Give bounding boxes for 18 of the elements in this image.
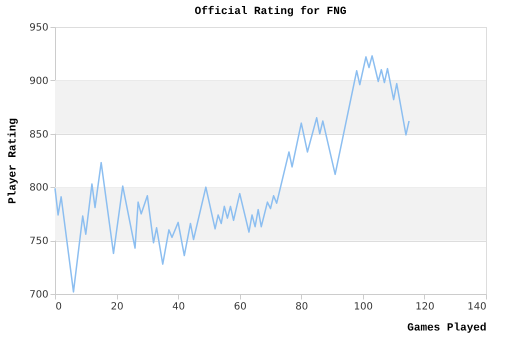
x-axis-title: Games Played xyxy=(407,322,486,334)
x-tick-label: 80 xyxy=(295,302,308,312)
y-tick-label: 800 xyxy=(29,182,48,194)
x-tick-label: 100 xyxy=(354,302,373,312)
y-tick-label: 700 xyxy=(29,290,48,300)
x-tick-label: 60 xyxy=(234,302,247,312)
y-tick-label: 850 xyxy=(29,129,48,140)
x-tick-label: 140 xyxy=(467,302,486,312)
y-tick-label: 950 xyxy=(29,22,48,34)
y-tick-label: 900 xyxy=(29,76,48,87)
y-axis-title: Player Rating xyxy=(7,118,20,204)
chart-title: Official Rating for FNG xyxy=(194,5,347,18)
y-tick-label: 750 xyxy=(29,236,48,248)
x-tick-label: 0 xyxy=(56,302,62,312)
x-tick-label: 40 xyxy=(172,302,186,312)
x-tick-label: 20 xyxy=(110,302,124,312)
line-series xyxy=(54,55,410,293)
x-tick-label: 120 xyxy=(415,302,434,312)
